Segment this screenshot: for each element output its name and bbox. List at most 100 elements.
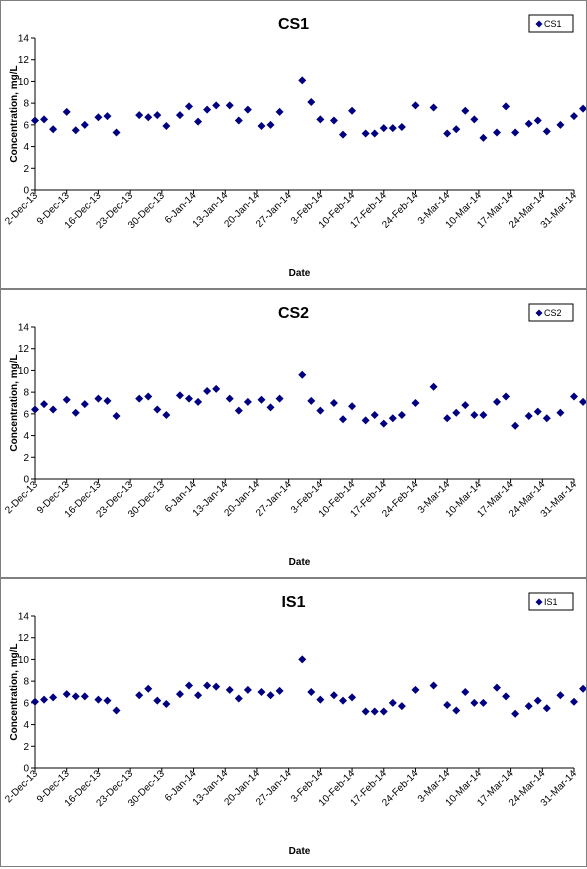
y-axis-title: Concentration, mg/L [9, 65, 20, 162]
data-point [307, 98, 316, 107]
data-point [443, 701, 452, 710]
data-point [80, 120, 89, 129]
y-tick-label: 12 [18, 55, 30, 66]
data-point [266, 120, 275, 129]
legend-label: CS1 [544, 19, 562, 29]
data-point [257, 395, 266, 404]
y-tick-label: 4 [23, 720, 29, 731]
y-tick-label: 8 [23, 99, 29, 110]
data-point [329, 399, 338, 407]
chart-svg: CS2024681012142-Dec-139-Dec-1316-Dec-132… [3, 303, 586, 568]
data-point [144, 392, 153, 401]
data-point [194, 691, 203, 700]
data-point [212, 682, 221, 691]
data-point [162, 121, 171, 130]
data-point [479, 410, 488, 419]
legend-label: CS2 [544, 308, 562, 318]
data-point [185, 102, 193, 111]
data-point [461, 688, 470, 696]
data-point [411, 101, 420, 110]
y-tick-label: 10 [18, 655, 30, 666]
data-point [203, 681, 212, 690]
data-point [62, 395, 71, 404]
data-point [429, 103, 438, 112]
data-point [443, 129, 452, 138]
data-point [94, 113, 103, 122]
data-point [103, 112, 112, 121]
data-point [49, 693, 58, 702]
legend-marker [535, 309, 543, 317]
data-point [71, 408, 80, 417]
data-point [493, 128, 501, 137]
data-point [103, 696, 112, 705]
x-tick-label: 27-Jan-14 [254, 190, 294, 230]
data-point [175, 111, 184, 120]
data-point [388, 124, 397, 133]
data-point [298, 76, 307, 85]
data-point [470, 698, 479, 707]
data-point [40, 400, 49, 409]
data-point [144, 684, 153, 693]
data-point [524, 119, 533, 128]
data-point [379, 419, 388, 428]
data-point [542, 704, 551, 713]
data-point [339, 696, 347, 705]
data-point [461, 401, 470, 410]
data-point [40, 695, 49, 704]
legend: IS1 [528, 592, 574, 611]
data-point [243, 105, 252, 114]
data-point [307, 688, 316, 696]
data-point [275, 686, 284, 695]
data-point [370, 410, 379, 419]
legend: CS2 [528, 303, 574, 322]
y-tick-label: 0 [23, 475, 29, 486]
y-tick-label: 6 [23, 698, 29, 709]
data-point [62, 107, 71, 116]
data-point [49, 405, 58, 414]
legend-marker [535, 598, 543, 606]
data-point [388, 414, 397, 423]
y-tick-label: 2 [23, 742, 29, 753]
data-point [135, 394, 144, 403]
y-tick-label: 10 [18, 77, 30, 88]
data-point [144, 113, 153, 122]
data-point [370, 707, 379, 716]
data-point [203, 387, 212, 396]
data-point [135, 111, 144, 120]
chart-title: CS1 [278, 16, 309, 33]
data-point [511, 421, 520, 430]
data-point [185, 394, 193, 403]
data-point [361, 416, 370, 425]
data-point [103, 396, 112, 405]
y-tick-label: 10 [18, 366, 30, 377]
data-point [316, 406, 325, 415]
data-point [556, 408, 565, 417]
legend-marker [535, 20, 543, 28]
data-point [94, 695, 103, 704]
data-point [502, 692, 511, 701]
data-point [411, 399, 420, 407]
data-point [135, 691, 144, 700]
data-point [397, 702, 406, 711]
data-point [348, 402, 357, 411]
data-point [307, 396, 316, 405]
data-point [225, 101, 234, 110]
data-point [71, 692, 80, 701]
data-point [452, 706, 461, 715]
data-point [579, 397, 586, 406]
y-tick-label: 2 [23, 453, 29, 464]
data-point [461, 106, 470, 115]
data-point [49, 125, 58, 134]
y-tick-label: 0 [23, 764, 29, 775]
y-tick-label: 14 [18, 612, 30, 623]
data-point [80, 692, 89, 701]
data-point [212, 101, 221, 110]
data-point [397, 123, 406, 132]
data-point [257, 121, 266, 130]
data-point [370, 129, 379, 138]
data-point [112, 128, 121, 137]
data-point [429, 681, 438, 690]
chart-title: CS2 [278, 305, 309, 322]
data-point [502, 102, 511, 111]
